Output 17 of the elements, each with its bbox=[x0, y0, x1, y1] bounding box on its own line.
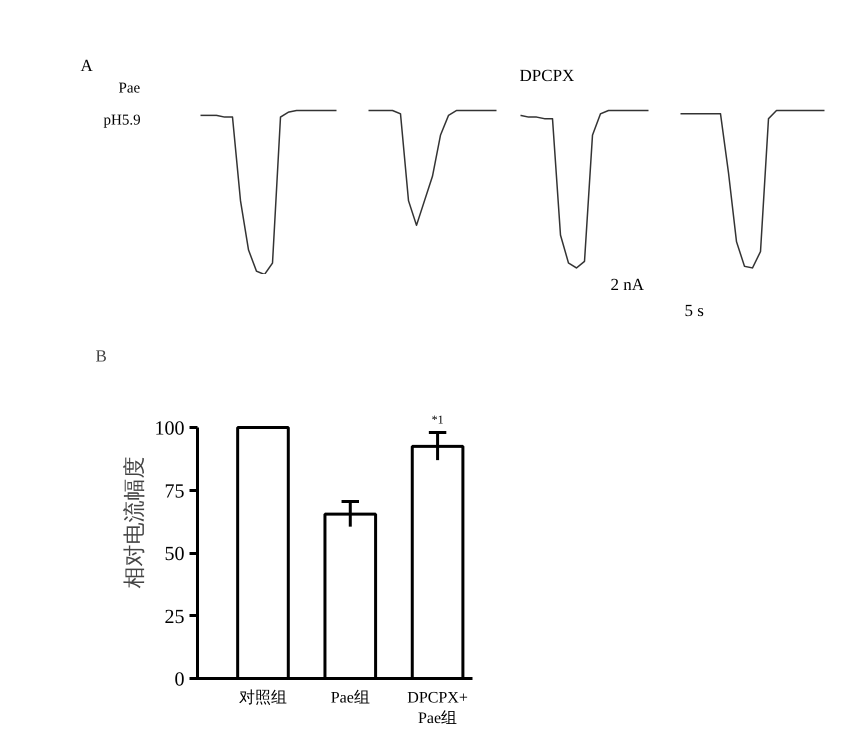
y-axis-title: 相对电流幅度 bbox=[122, 456, 146, 588]
text: Pae bbox=[118, 80, 140, 96]
text: 5 s bbox=[684, 301, 704, 320]
text: *1 bbox=[432, 412, 444, 427]
y-tick-label: 100 bbox=[154, 418, 184, 440]
y-tick-label: 75 bbox=[164, 480, 184, 502]
text: A bbox=[80, 56, 94, 75]
x-tick-label: Pae组 bbox=[330, 690, 370, 706]
y-tick-label: 50 bbox=[164, 543, 184, 565]
y-tick-label: 0 bbox=[174, 668, 184, 690]
x-tick-label: 对照组 bbox=[238, 688, 287, 706]
text: pH5.9 bbox=[104, 112, 141, 128]
text: DPCPX bbox=[520, 66, 574, 85]
x-tick-label: DPCPX+ Pae组 bbox=[407, 690, 468, 727]
text: 2 nA bbox=[610, 275, 645, 294]
y-tick-label: 25 bbox=[164, 606, 184, 628]
chart-title: B bbox=[96, 346, 107, 366]
